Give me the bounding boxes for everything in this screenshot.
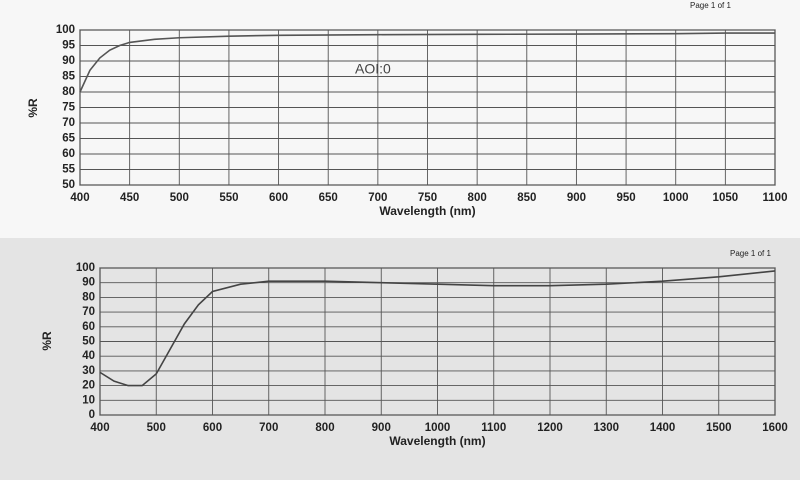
- y-tick-label: 40: [82, 350, 95, 362]
- data-line: [99, 270, 776, 387]
- x-tick-label: 1400: [650, 422, 676, 434]
- y-tick-label: 100: [56, 24, 75, 36]
- y-tick-label: 80: [62, 86, 75, 98]
- y-axis-label: %R: [26, 98, 40, 118]
- x-tick-label: 700: [368, 192, 387, 204]
- x-tick-label: 750: [418, 192, 437, 204]
- x-tick-label: 800: [315, 422, 334, 434]
- x-tick-label: 1000: [663, 192, 689, 204]
- y-tick-label: 95: [62, 40, 75, 52]
- x-tick-label: 1000: [425, 422, 451, 434]
- y-tick-label: 50: [62, 179, 75, 191]
- y-tick-label: 70: [62, 117, 75, 129]
- y-tick-label: 30: [82, 365, 95, 377]
- x-tick-label: 900: [567, 192, 586, 204]
- x-tick-label: 1300: [593, 422, 619, 434]
- bottom-panel: [0, 238, 800, 480]
- page-label: Page 1 of 1: [690, 1, 731, 10]
- x-axis-label: Wavelength (nm): [379, 204, 475, 218]
- y-tick-label: 0: [89, 409, 95, 421]
- x-tick-label: 1600: [762, 422, 788, 434]
- y-tick-label: 20: [82, 380, 95, 392]
- y-tick-label: 50: [82, 336, 95, 348]
- y-tick-label: 85: [62, 71, 75, 83]
- x-tick-label: 1050: [713, 192, 739, 204]
- y-tick-label: 10: [82, 394, 95, 406]
- x-tick-label: 600: [269, 192, 288, 204]
- x-tick-label: 1200: [537, 422, 563, 434]
- x-tick-label: 550: [219, 192, 238, 204]
- y-tick-label: 100: [76, 262, 95, 274]
- x-tick-label: 650: [319, 192, 338, 204]
- data-line: [79, 32, 775, 93]
- x-tick-label: 500: [170, 192, 189, 204]
- y-tick-label: 60: [82, 321, 95, 333]
- x-tick-label: 950: [616, 192, 635, 204]
- x-tick-label: 800: [468, 192, 487, 204]
- y-tick-label: 90: [62, 55, 75, 67]
- x-tick-label: 850: [517, 192, 536, 204]
- y-tick-label: 55: [62, 164, 75, 176]
- x-tick-label: 400: [70, 192, 89, 204]
- y-tick-label: 60: [62, 148, 75, 160]
- y-tick-label: 80: [82, 291, 95, 303]
- x-tick-label: 900: [372, 422, 391, 434]
- x-tick-label: 700: [259, 422, 278, 434]
- annotation: AOI:0: [355, 61, 391, 77]
- y-axis-label: %R: [40, 331, 54, 351]
- y-tick-label: 70: [82, 306, 95, 318]
- x-tick-label: 1100: [763, 192, 788, 204]
- x-tick-label: 500: [147, 422, 166, 434]
- y-tick-label: 75: [62, 102, 75, 114]
- x-tick-label: 400: [90, 422, 109, 434]
- x-tick-label: 1500: [706, 422, 732, 434]
- x-axis-label: Wavelength (nm): [389, 434, 485, 448]
- y-tick-label: 65: [62, 133, 75, 145]
- top-panel: [0, 0, 800, 238]
- x-tick-label: 450: [120, 192, 139, 204]
- y-tick-label: 90: [82, 277, 95, 289]
- x-tick-label: 600: [203, 422, 222, 434]
- page-label: Page 1 of 1: [730, 249, 771, 258]
- x-tick-label: 1100: [481, 422, 506, 434]
